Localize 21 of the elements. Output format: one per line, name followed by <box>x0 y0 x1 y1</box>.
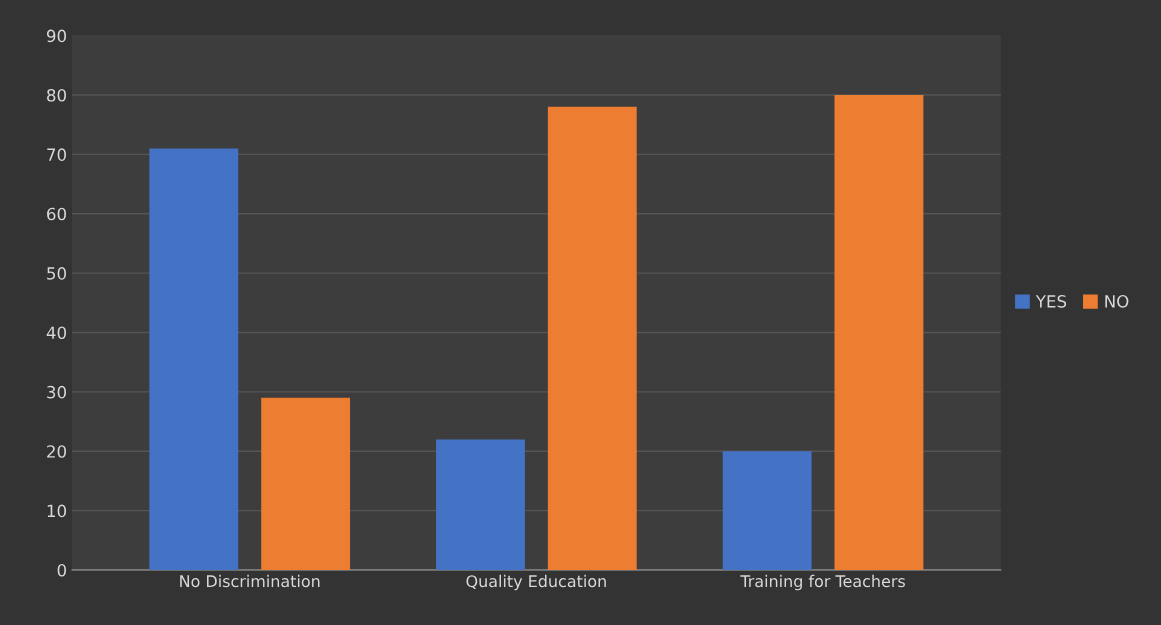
x-tick-label: Quality Education <box>466 574 606 591</box>
y-tick-label: 30 <box>47 385 67 399</box>
y-tick-label: 10 <box>47 504 67 518</box>
x-tick-label: No Discrimination <box>180 574 320 588</box>
bar <box>261 397 351 570</box>
bar <box>436 439 525 570</box>
x-tick-label: Training for Teachers <box>740 574 905 591</box>
y-tick-label: 80 <box>47 88 67 102</box>
y-tick-label: 0 <box>57 563 67 577</box>
bar <box>547 106 637 570</box>
y-tick-label: 50 <box>47 267 67 280</box>
y-tick-label: 40 <box>46 326 67 340</box>
legend-label: NO <box>1105 295 1129 308</box>
y-tick-label: 90 <box>46 29 67 43</box>
bar <box>834 95 924 570</box>
legend-label: YES <box>1035 295 1067 308</box>
y-tick-label: 70 <box>47 148 67 161</box>
bar <box>722 451 812 570</box>
bar <box>149 148 239 570</box>
y-tick-label: 20 <box>47 445 67 458</box>
y-tick-label: 60 <box>47 207 67 221</box>
